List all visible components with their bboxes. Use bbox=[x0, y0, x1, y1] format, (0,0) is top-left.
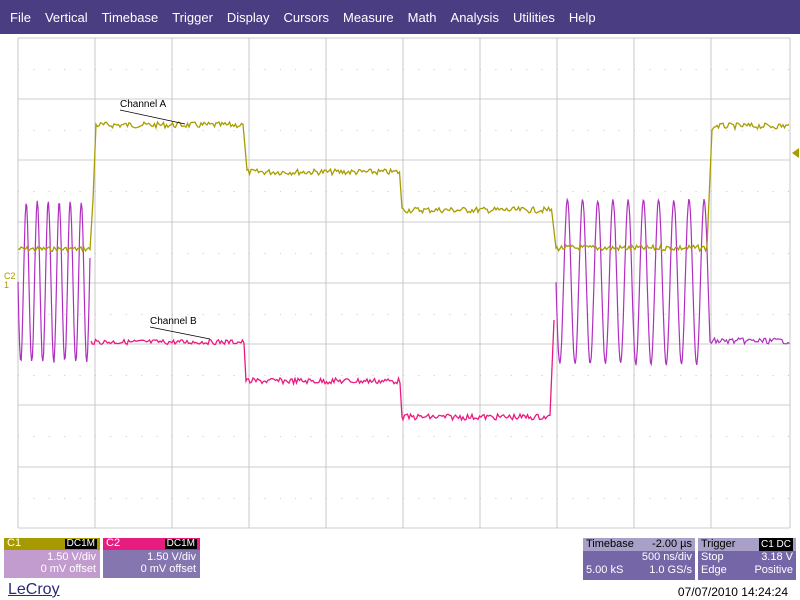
channel-b-sine-burst-2 bbox=[555, 197, 790, 367]
c2-offset: 0 mV offset bbox=[140, 563, 196, 575]
c1-name: C1 bbox=[7, 537, 22, 549]
channel-b-sine-trace bbox=[17, 200, 91, 363]
brand-logo: LeCroy bbox=[8, 581, 60, 598]
waveform-display[interactable]: Channel A Channel B C2 1 bbox=[0, 34, 800, 530]
menu-bar: File Vertical Timebase Trigger Display C… bbox=[0, 0, 800, 34]
timebase-row-tdiv: 500 ns/div bbox=[583, 551, 695, 564]
c2-coupling: DC1M bbox=[164, 538, 197, 549]
timebase-tdiv: 500 ns/div bbox=[641, 551, 692, 563]
trigger-slope: Positive bbox=[754, 564, 793, 576]
channel-b-pointer bbox=[149, 326, 211, 340]
timebase-descriptor[interactable]: Timebase -2.00 µs 500 ns/div 5.00 kS 1.0… bbox=[583, 538, 695, 580]
c1-vdiv: 1.50 V/div bbox=[47, 551, 96, 563]
channel-a-pointer bbox=[119, 109, 186, 125]
trigger-level-marker[interactable] bbox=[792, 148, 799, 158]
c2-header: C2 DC1M bbox=[103, 538, 200, 550]
c1-body: 1.50 V/div 0 mV offset bbox=[4, 550, 100, 578]
channel-a-trace bbox=[17, 120, 790, 253]
c2-body: 1.50 V/div 0 mV offset bbox=[103, 550, 200, 578]
menu-help[interactable]: Help bbox=[568, 9, 596, 25]
trigger-mode: Stop bbox=[701, 551, 724, 563]
menu-file[interactable]: File bbox=[10, 9, 31, 25]
channel-b-annotation: Channel B bbox=[150, 316, 197, 327]
menu-display[interactable]: Display bbox=[226, 9, 270, 25]
menu-math[interactable]: Math bbox=[407, 9, 437, 25]
trigger-header: Trigger C1 DC bbox=[698, 538, 796, 551]
trigger-type: Edge bbox=[701, 564, 727, 576]
waveform-grid: Channel A Channel B C2 1 bbox=[4, 37, 799, 529]
trigger-descriptor[interactable]: Trigger C1 DC Stop 3.18 V Edge Positive bbox=[698, 538, 796, 580]
trigger-source-badge: C1 DC bbox=[758, 538, 793, 551]
graticule bbox=[17, 37, 791, 529]
trigger-row-type: Edge Positive bbox=[698, 564, 796, 577]
timebase-samples: 5.00 kS bbox=[586, 564, 624, 576]
menu-trigger[interactable]: Trigger bbox=[172, 9, 213, 25]
channel-b-trace bbox=[90, 319, 555, 422]
c1-coupling: DC1M bbox=[64, 538, 97, 549]
c1-descriptor[interactable]: C1 DC1M 1.50 V/div 0 mV offset bbox=[4, 538, 100, 580]
c2-name: C2 bbox=[106, 537, 121, 549]
timebase-row-rate: 5.00 kS 1.0 GS/s bbox=[583, 564, 695, 577]
c2-vdiv: 1.50 V/div bbox=[147, 551, 196, 563]
c2-side-label: C2 bbox=[4, 271, 16, 281]
menu-measure[interactable]: Measure bbox=[343, 9, 394, 25]
c2-descriptor[interactable]: C2 DC1M 1.50 V/div 0 mV offset bbox=[103, 538, 200, 580]
trigger-label: Trigger bbox=[701, 538, 736, 550]
c1-side-label: 1 bbox=[4, 280, 9, 290]
menu-cursors[interactable]: Cursors bbox=[283, 9, 330, 25]
menu-vertical[interactable]: Vertical bbox=[44, 9, 88, 25]
menu-analysis[interactable]: Analysis bbox=[450, 9, 499, 25]
c1-header: C1 DC1M bbox=[4, 538, 100, 550]
c1-offset: 0 mV offset bbox=[40, 563, 96, 575]
menu-utilities[interactable]: Utilities bbox=[512, 9, 555, 25]
channel-a-annotation: Channel A bbox=[120, 99, 166, 110]
timestamp: 07/07/2010 14:24:24 bbox=[677, 585, 788, 599]
timebase-header: Timebase -2.00 µs bbox=[583, 538, 695, 551]
trigger-level: 3.18 V bbox=[761, 551, 793, 563]
timebase-label: Timebase bbox=[586, 538, 634, 550]
timebase-delay: -2.00 µs bbox=[652, 538, 692, 550]
trigger-row-mode: Stop 3.18 V bbox=[698, 551, 796, 564]
menu-timebase[interactable]: Timebase bbox=[101, 9, 159, 25]
timebase-rate: 1.0 GS/s bbox=[649, 564, 692, 576]
